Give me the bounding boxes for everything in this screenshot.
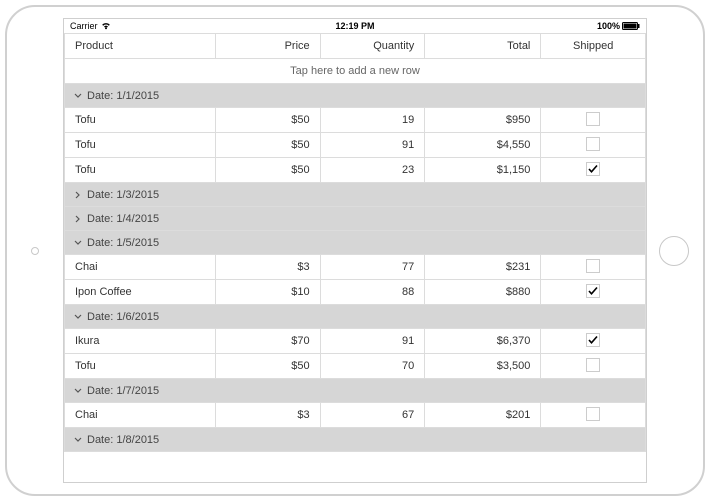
- group-header[interactable]: Date: 1/6/2015: [65, 305, 646, 329]
- tablet-frame: Carrier 12:19 PM 100% Produc: [5, 5, 705, 496]
- cell-quantity[interactable]: 19: [320, 108, 425, 133]
- cell-price[interactable]: $3: [216, 403, 321, 428]
- table-row[interactable]: Tofu$5023$1,150: [65, 158, 646, 183]
- table-row[interactable]: Ikura$7091$6,370: [65, 329, 646, 354]
- group-header[interactable]: Date: 1/1/2015: [65, 84, 646, 108]
- group-label: Date: 1/7/2015: [87, 385, 159, 397]
- cell-quantity[interactable]: 91: [320, 133, 425, 158]
- shipped-checkbox[interactable]: [586, 259, 600, 273]
- cell-price[interactable]: $3: [216, 255, 321, 280]
- cell-shipped[interactable]: [541, 108, 646, 133]
- col-header-quantity[interactable]: Quantity: [320, 34, 425, 59]
- cell-total[interactable]: $201: [425, 403, 541, 428]
- chevron-down-icon: [73, 238, 83, 250]
- group-header[interactable]: Date: 1/5/2015: [65, 231, 646, 255]
- carrier-label: Carrier: [70, 21, 98, 31]
- group-header[interactable]: Date: 1/8/2015: [65, 428, 646, 452]
- cell-quantity[interactable]: 91: [320, 329, 425, 354]
- shipped-checkbox[interactable]: [586, 112, 600, 126]
- cell-price[interactable]: $10: [216, 280, 321, 305]
- group-label: Date: 1/4/2015: [87, 213, 159, 225]
- cell-product[interactable]: Ikura: [65, 329, 216, 354]
- group-label: Date: 1/6/2015: [87, 311, 159, 323]
- group-label: Date: 1/1/2015: [87, 90, 159, 102]
- col-header-total[interactable]: Total: [425, 34, 541, 59]
- group-label: Date: 1/5/2015: [87, 237, 159, 249]
- battery-percent: 100%: [597, 21, 620, 31]
- cell-product[interactable]: Tofu: [65, 133, 216, 158]
- header-row: Product Price Quantity Total Shipped: [65, 34, 646, 59]
- cell-shipped[interactable]: [541, 329, 646, 354]
- cell-product[interactable]: Chai: [65, 403, 216, 428]
- shipped-checkbox[interactable]: [586, 407, 600, 421]
- group-header[interactable]: Date: 1/3/2015: [65, 183, 646, 207]
- cell-product[interactable]: Tofu: [65, 108, 216, 133]
- cell-total[interactable]: $880: [425, 280, 541, 305]
- cell-shipped[interactable]: [541, 255, 646, 280]
- shipped-checkbox[interactable]: [586, 137, 600, 151]
- col-header-shipped[interactable]: Shipped: [541, 34, 646, 59]
- cell-quantity[interactable]: 23: [320, 158, 425, 183]
- cell-quantity[interactable]: 67: [320, 403, 425, 428]
- cell-shipped[interactable]: [541, 158, 646, 183]
- orders-table: Product Price Quantity Total Shipped Tap…: [64, 33, 646, 452]
- chevron-down-icon: [73, 91, 83, 103]
- chevron-down-icon: [73, 435, 83, 447]
- chevron-right-icon: [73, 190, 83, 202]
- battery-icon: [622, 22, 640, 30]
- camera-dot: [31, 247, 39, 255]
- col-header-price[interactable]: Price: [216, 34, 321, 59]
- status-bar: Carrier 12:19 PM 100%: [64, 19, 646, 33]
- cell-price[interactable]: $50: [216, 158, 321, 183]
- cell-total[interactable]: $1,150: [425, 158, 541, 183]
- cell-total[interactable]: $950: [425, 108, 541, 133]
- shipped-checkbox[interactable]: [586, 284, 600, 298]
- group-header[interactable]: Date: 1/4/2015: [65, 207, 646, 231]
- cell-quantity[interactable]: 77: [320, 255, 425, 280]
- shipped-checkbox[interactable]: [586, 358, 600, 372]
- chevron-down-icon: [73, 386, 83, 398]
- table-row[interactable]: Chai$377$231: [65, 255, 646, 280]
- shipped-checkbox[interactable]: [586, 333, 600, 347]
- group-label: Date: 1/3/2015: [87, 189, 159, 201]
- cell-total[interactable]: $4,550: [425, 133, 541, 158]
- group-header[interactable]: Date: 1/7/2015: [65, 379, 646, 403]
- wifi-icon: [101, 22, 111, 30]
- cell-total[interactable]: $6,370: [425, 329, 541, 354]
- cell-shipped[interactable]: [541, 280, 646, 305]
- add-row-label[interactable]: Tap here to add a new row: [65, 59, 646, 84]
- col-header-product[interactable]: Product: [65, 34, 216, 59]
- home-button[interactable]: [659, 236, 689, 266]
- cell-shipped[interactable]: [541, 354, 646, 379]
- cell-shipped[interactable]: [541, 403, 646, 428]
- table-row[interactable]: Tofu$5070$3,500: [65, 354, 646, 379]
- cell-product[interactable]: Ipon Coffee: [65, 280, 216, 305]
- cell-total[interactable]: $3,500: [425, 354, 541, 379]
- cell-product[interactable]: Chai: [65, 255, 216, 280]
- table-row[interactable]: Chai$367$201: [65, 403, 646, 428]
- cell-quantity[interactable]: 88: [320, 280, 425, 305]
- shipped-checkbox[interactable]: [586, 162, 600, 176]
- cell-product[interactable]: Tofu: [65, 158, 216, 183]
- cell-price[interactable]: $70: [216, 329, 321, 354]
- chevron-down-icon: [73, 312, 83, 324]
- cell-total[interactable]: $231: [425, 255, 541, 280]
- screen: Carrier 12:19 PM 100% Produc: [63, 18, 647, 483]
- cell-price[interactable]: $50: [216, 133, 321, 158]
- table-row[interactable]: Tofu$5019$950: [65, 108, 646, 133]
- cell-quantity[interactable]: 70: [320, 354, 425, 379]
- cell-price[interactable]: $50: [216, 108, 321, 133]
- group-label: Date: 1/8/2015: [87, 434, 159, 446]
- clock: 12:19 PM: [64, 21, 646, 31]
- cell-price[interactable]: $50: [216, 354, 321, 379]
- table-row[interactable]: Tofu$5091$4,550: [65, 133, 646, 158]
- table-row[interactable]: Ipon Coffee$1088$880: [65, 280, 646, 305]
- add-row[interactable]: Tap here to add a new row: [65, 59, 646, 84]
- chevron-right-icon: [73, 214, 83, 226]
- cell-product[interactable]: Tofu: [65, 354, 216, 379]
- cell-shipped[interactable]: [541, 133, 646, 158]
